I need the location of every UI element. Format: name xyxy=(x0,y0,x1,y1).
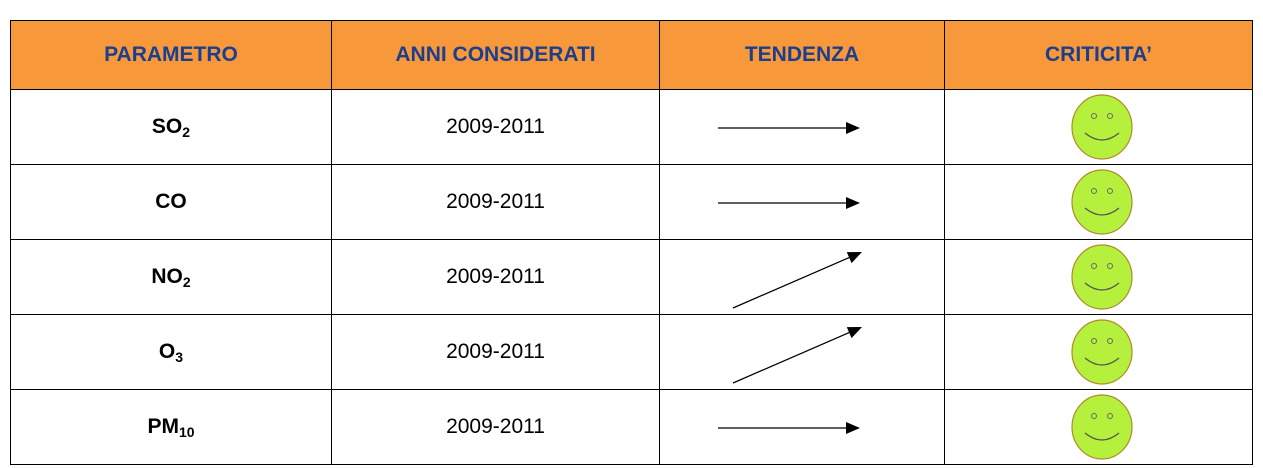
trend-arrow xyxy=(718,197,860,209)
table-row: NO2 2009-2011 xyxy=(10,240,1253,315)
smiley xyxy=(1071,169,1133,235)
criticality-cell xyxy=(945,90,1253,165)
parameter-sub: 2 xyxy=(182,273,191,290)
smiley-eye xyxy=(1091,263,1097,269)
trend-arrow xyxy=(718,122,860,134)
parameter-base: SO xyxy=(151,114,183,138)
parameter-cell: CO xyxy=(10,165,332,240)
table-row: O3 2009-2011 xyxy=(10,315,1253,390)
years-cell: 2009-2011 xyxy=(332,165,660,240)
parameter: PM10 xyxy=(147,415,194,440)
smiley-eye xyxy=(1091,188,1097,194)
header-cell: TENDENZA xyxy=(660,20,945,90)
smiley-eye xyxy=(1107,263,1113,269)
trend-cell xyxy=(660,315,945,390)
years-cell: 2009-2011 xyxy=(332,390,660,465)
smiley-eye xyxy=(1107,188,1113,194)
criticality-cell xyxy=(945,240,1253,315)
parameter-cell: O3 xyxy=(10,315,332,390)
smiley-mouth xyxy=(1084,132,1120,141)
smiley-mouth xyxy=(1084,357,1120,366)
parameter: NO2 xyxy=(151,265,190,290)
header-cell: CRITICITA’ xyxy=(945,20,1253,90)
smiley xyxy=(1071,394,1133,460)
smiley-eye xyxy=(1091,413,1097,419)
smiley-face xyxy=(1071,244,1133,310)
arrow-head xyxy=(846,197,860,209)
parameter: O3 xyxy=(159,340,183,365)
parameter: SO2 xyxy=(152,115,190,140)
parameter-cell: PM10 xyxy=(10,390,332,465)
header-cell: ANNI CONSIDERATI xyxy=(332,20,660,90)
arrow-head xyxy=(846,327,862,339)
trend-cell xyxy=(660,90,945,165)
table-row: CO 2009-2011 xyxy=(10,165,1253,240)
smiley-face xyxy=(1071,394,1133,460)
smiley xyxy=(1071,319,1133,385)
parameter-base: O xyxy=(158,339,176,363)
table-row: SO2 2009-2011 xyxy=(10,90,1253,165)
arrow-head xyxy=(846,422,860,434)
header-row: PARAMETRO ANNI CONSIDERATI TENDENZA CRIT… xyxy=(10,20,1253,90)
trend-cell xyxy=(660,165,945,240)
smiley-eye xyxy=(1107,413,1113,419)
smiley-face xyxy=(1071,169,1133,235)
parameter-cell: SO2 xyxy=(10,90,332,165)
parameter-base: PM xyxy=(147,414,179,438)
header-cell: PARAMETRO xyxy=(10,20,332,90)
arrow-shaft xyxy=(732,331,850,384)
smiley-face xyxy=(1071,94,1133,160)
smiley xyxy=(1071,94,1133,160)
parameter-base: NO xyxy=(151,264,183,288)
smiley-eye xyxy=(1107,113,1113,119)
trend-arrow xyxy=(732,327,862,384)
arrow-head xyxy=(846,252,862,264)
table-row: PM10 2009-2011 xyxy=(10,390,1253,465)
parameter-sub: 2 xyxy=(182,123,191,140)
parameter-cell: NO2 xyxy=(10,240,332,315)
smiley-eye xyxy=(1091,113,1097,119)
trend-arrow xyxy=(718,422,860,434)
years-cell: 2009-2011 xyxy=(332,90,660,165)
years-cell: 2009-2011 xyxy=(332,315,660,390)
smiley-mouth xyxy=(1084,282,1120,291)
arrow-head xyxy=(846,122,860,134)
parameter-sub: 10 xyxy=(178,423,195,440)
parameter-base: CO xyxy=(155,190,187,213)
parameter-sub: 3 xyxy=(175,348,184,365)
criticality-cell xyxy=(945,165,1253,240)
smiley-mouth xyxy=(1084,207,1120,216)
criticality-cell xyxy=(945,390,1253,465)
smiley-eye xyxy=(1107,338,1113,344)
table: PARAMETRO ANNI CONSIDERATI TENDENZA CRIT… xyxy=(10,20,1253,466)
smiley-face xyxy=(1071,319,1133,385)
trend-cell xyxy=(660,390,945,465)
smiley xyxy=(1071,244,1133,310)
years-cell: 2009-2011 xyxy=(332,240,660,315)
trend-arrow xyxy=(732,252,862,309)
parameter: CO xyxy=(155,190,187,214)
trend-cell xyxy=(660,240,945,315)
smiley-eye xyxy=(1091,338,1097,344)
criticality-cell xyxy=(945,315,1253,390)
smiley-mouth xyxy=(1084,432,1120,441)
arrow-shaft xyxy=(732,256,850,309)
